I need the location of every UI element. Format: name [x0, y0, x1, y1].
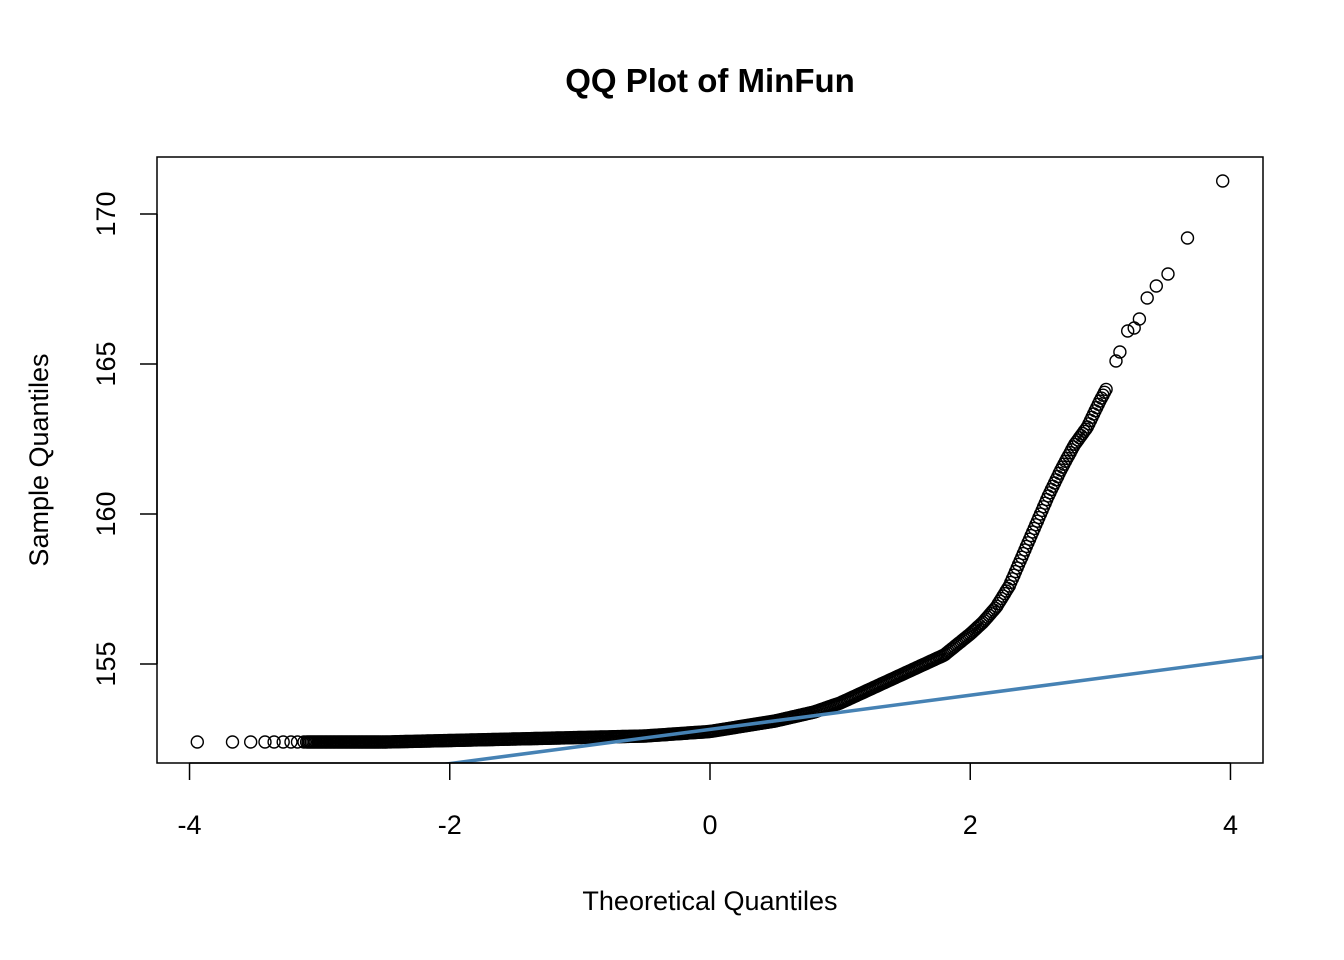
data-point	[1120, 324, 1135, 338]
y-tick-label: 160	[91, 491, 121, 536]
x-tick-label: 0	[702, 810, 717, 840]
data-point	[267, 735, 281, 749]
y-axis: 155 160 165 170	[91, 191, 158, 687]
data-point	[276, 735, 290, 749]
data-point	[1132, 312, 1147, 326]
plot-area	[190, 174, 1263, 763]
data-point	[297, 735, 311, 749]
data-point	[290, 735, 305, 749]
data-point	[190, 735, 205, 749]
data-point	[1140, 291, 1154, 305]
data-point	[1077, 424, 1091, 438]
data-point	[1099, 382, 1113, 397]
chart-title: QQ Plot of MinFun	[565, 62, 855, 99]
x-tick-label: 2	[963, 810, 978, 840]
y-tick-label: 170	[91, 191, 121, 236]
x-axis: -4 -2 0 2 4	[178, 762, 1238, 840]
data-point	[258, 735, 272, 749]
data-point	[243, 735, 258, 749]
reference-line	[440, 654, 1263, 763]
data-point	[1113, 345, 1127, 359]
y-tick-label: 155	[91, 641, 121, 686]
data-point	[225, 735, 240, 749]
data-point	[1180, 231, 1195, 245]
data-point	[1215, 174, 1230, 188]
data-point	[1161, 267, 1175, 281]
plot-frame	[156, 156, 1264, 764]
x-tick-label: -2	[438, 810, 462, 840]
y-tick-label: 165	[91, 341, 121, 386]
data-point	[1149, 279, 1164, 293]
x-tick-label: 4	[1223, 810, 1238, 840]
y-axis-label: Sample Quantiles	[24, 353, 54, 566]
data-point	[284, 735, 298, 749]
data-point	[1097, 385, 1112, 399]
data-point	[1109, 354, 1123, 368]
x-tick-label: -4	[178, 810, 202, 840]
x-axis-label: Theoretical Quantiles	[582, 886, 837, 916]
